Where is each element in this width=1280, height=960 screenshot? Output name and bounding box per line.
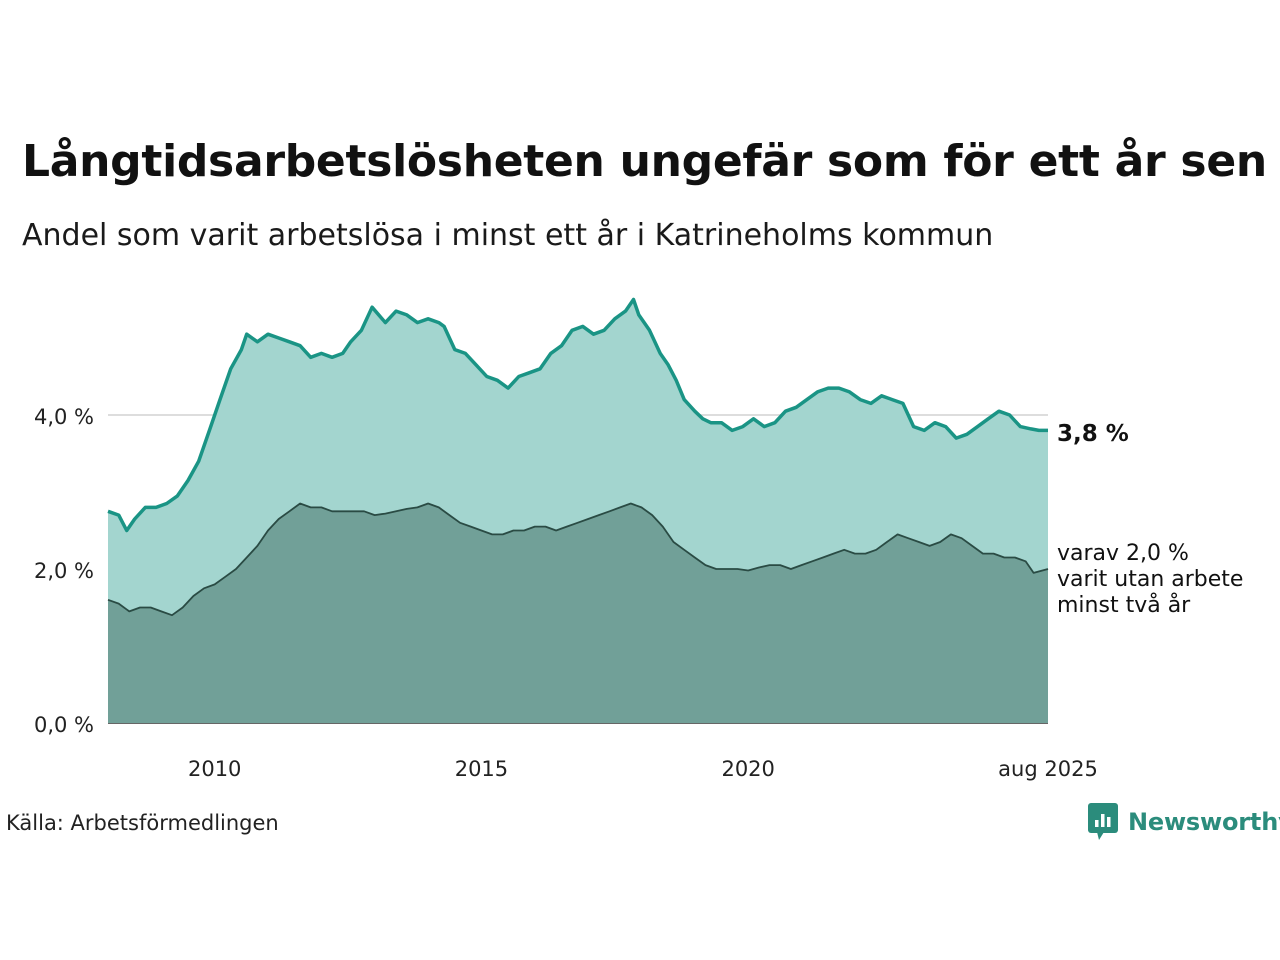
line-two-year-unemployed: [107, 502, 1049, 617]
y-tick-label: 2,0 %: [34, 559, 94, 583]
x-tick-label: 2020: [721, 757, 774, 781]
x-tick-label: 2010: [188, 757, 241, 781]
y-tick-label: 0,0 %: [34, 713, 94, 737]
end-label-sub-line: minst två år: [1057, 592, 1191, 618]
bar-chart-speech-bubble-icon: [1088, 803, 1118, 840]
area-two-year-unemployed: [108, 503, 1048, 723]
source-note: Källa: Arbetsförmedlingen: [6, 811, 279, 835]
end-label-sub-line: varav 2,0 %: [1057, 541, 1189, 566]
chart-title: Långtidsarbetslösheten ungefär som för e…: [22, 136, 1267, 187]
end-label-sub-line: varit utan arbete: [1057, 567, 1243, 592]
y-tick-label: 4,0 %: [34, 405, 94, 429]
brand-logo[interactable]: Newsworthy: [1088, 802, 1280, 842]
x-axis-ticks: 2010 2015 2020 aug 2025: [188, 757, 1098, 781]
y-axis-ticks: 0,0 % 2,0 % 4,0 %: [34, 405, 94, 737]
chart-subtitle: Andel som varit arbetslösa i minst ett å…: [22, 218, 994, 253]
line-long-term-unemployed: [107, 297, 1048, 533]
x-tick-label: aug 2025: [998, 757, 1098, 781]
x-tick-label: 2015: [455, 757, 508, 781]
brand-name: Newsworthy: [1128, 808, 1280, 836]
end-label-main: 3,8 %: [1057, 421, 1129, 447]
